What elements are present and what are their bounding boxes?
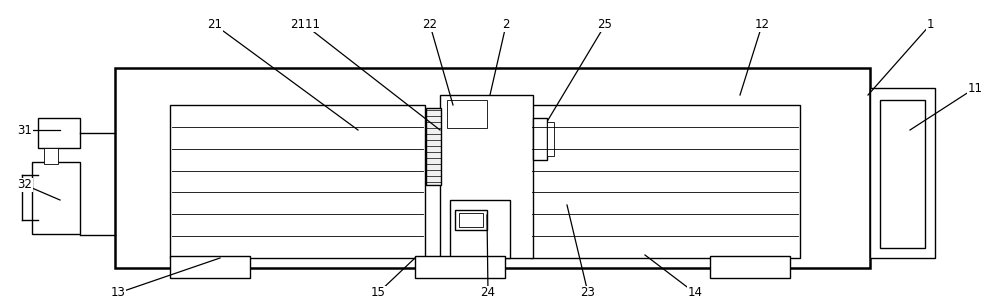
Bar <box>459 213 483 227</box>
Text: 2: 2 <box>502 18 510 31</box>
Bar <box>533 118 547 160</box>
Bar <box>870 88 935 258</box>
Bar <box>455 210 487 230</box>
Text: 32: 32 <box>18 179 32 192</box>
Bar <box>450 200 510 258</box>
Text: 15: 15 <box>371 286 385 299</box>
Bar <box>44 148 58 164</box>
Text: 11: 11 <box>968 82 982 95</box>
Text: 22: 22 <box>422 18 438 31</box>
Text: 31: 31 <box>18 124 32 136</box>
Text: 21: 21 <box>208 18 222 31</box>
Text: 14: 14 <box>688 286 702 299</box>
Bar <box>426 108 441 185</box>
Text: 2111: 2111 <box>290 18 320 31</box>
Bar <box>170 105 425 258</box>
Text: 13: 13 <box>111 286 125 299</box>
Bar <box>32 162 80 234</box>
Text: 24: 24 <box>480 286 496 299</box>
Bar <box>880 100 925 248</box>
Text: 1: 1 <box>926 18 934 31</box>
Text: 25: 25 <box>598 18 612 31</box>
Text: 23: 23 <box>581 286 595 299</box>
Bar <box>38 118 80 148</box>
Bar <box>170 256 250 278</box>
Bar <box>710 256 790 278</box>
Bar <box>415 256 505 278</box>
Bar <box>115 68 870 268</box>
Text: 12: 12 <box>755 18 770 31</box>
Bar <box>530 105 800 258</box>
Bar <box>447 100 487 128</box>
Bar <box>547 122 554 156</box>
Bar <box>440 95 533 258</box>
